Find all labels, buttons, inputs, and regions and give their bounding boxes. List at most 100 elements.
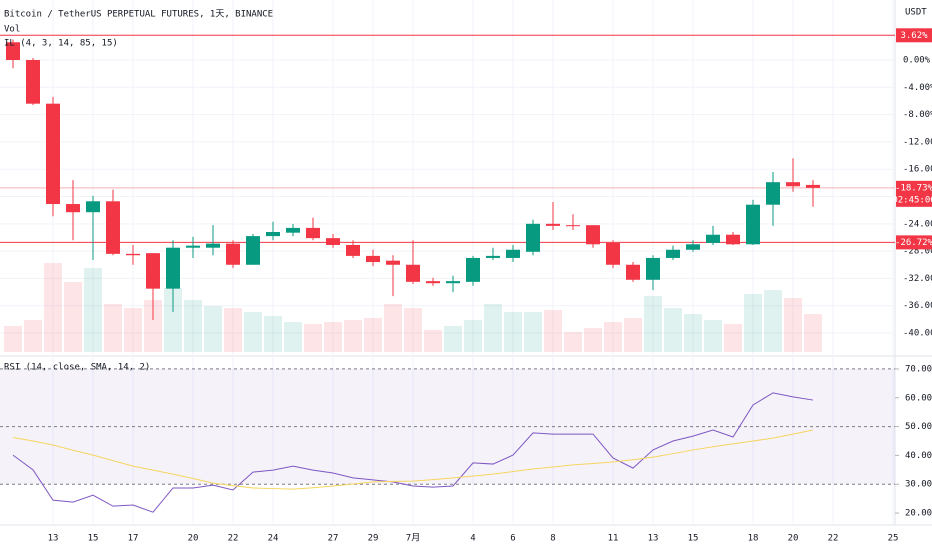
volume-bar [504, 312, 522, 352]
currency: USDT [905, 8, 927, 18]
x-tick-label: 6 [510, 534, 515, 544]
price-label: 3.62% [900, 31, 928, 41]
volume-bar [524, 312, 542, 352]
candle-body [46, 103, 60, 205]
volume-bar [624, 318, 642, 352]
candle-body [466, 257, 480, 282]
volume-bar [684, 314, 702, 352]
candle-body [446, 281, 460, 284]
volume-bar [224, 308, 242, 352]
x-tick-label: 11 [608, 534, 619, 544]
volume-bar [164, 288, 182, 352]
y-tick-label: -32.00% [903, 274, 932, 284]
volume-bar [364, 318, 382, 352]
x-tick-label: 4 [470, 534, 475, 544]
x-tick-label: 15 [88, 534, 99, 544]
volume-bar [64, 282, 82, 352]
countdown-label: 02:45:06 [892, 195, 932, 205]
x-tick-label: 17 [128, 534, 139, 544]
y-tick-label: -16.00% [903, 165, 932, 175]
candle-body [746, 204, 760, 245]
volume-bar [484, 304, 502, 352]
volume-bar [744, 294, 762, 352]
volume-bar [604, 322, 622, 352]
candle-body [566, 225, 580, 227]
y-tick-label: -24.00% [903, 219, 932, 229]
volume-bar [184, 300, 202, 352]
candle-body [726, 234, 740, 245]
x-tick-label: 22 [828, 534, 839, 544]
candle-body [666, 249, 680, 258]
y-tick-label: -36.00% [903, 301, 932, 311]
candle-body [186, 245, 200, 248]
y-tick-label: -40.00% [903, 329, 932, 339]
y-tick-label: -8.00% [903, 110, 932, 120]
volume-bar [284, 322, 302, 352]
volume-bar [644, 296, 662, 352]
volume-bar [144, 300, 162, 352]
volume-bar [344, 320, 362, 352]
candle-body [646, 257, 660, 280]
x-tick-label: 13 [48, 534, 59, 544]
candle-body [246, 236, 260, 265]
candle-body [286, 227, 300, 233]
volume-bar [84, 268, 102, 352]
y-tick-label: 70.00 [905, 364, 932, 374]
volume-bar [304, 324, 322, 352]
y-tick-label: 0.00% [903, 55, 931, 65]
candle-body [86, 201, 100, 213]
volume-bar [544, 310, 562, 352]
y-tick-label: 20.00 [905, 509, 932, 519]
candle-body [426, 281, 440, 284]
candle-body [226, 243, 240, 265]
candle-body [206, 243, 220, 248]
price-label: -26.72% [895, 238, 932, 248]
x-tick-label: 22 [228, 534, 239, 544]
candle-body [306, 227, 320, 239]
volume-bar [244, 312, 262, 352]
y-tick-label: 50.00 [905, 422, 932, 432]
x-tick-label: 7月 [406, 533, 420, 544]
volume-bar [324, 322, 342, 352]
candle-body [486, 255, 500, 258]
candle-body [166, 247, 180, 289]
volume-bar [764, 290, 782, 352]
volume-bar [384, 304, 402, 352]
candle-body [146, 253, 160, 289]
x-tick-label: 18 [748, 534, 759, 544]
volume-bar [104, 304, 122, 352]
x-tick-label: 25 [888, 534, 899, 544]
x-tick-label: 24 [268, 534, 279, 544]
volume-bar [464, 320, 482, 352]
volume-bar [264, 316, 282, 352]
candle-body [686, 244, 700, 250]
volume-bar [24, 320, 42, 352]
y-tick-label: -28.00% [903, 247, 932, 257]
candle-body [806, 184, 820, 188]
candle-body [786, 182, 800, 187]
y-tick-label: -4.00% [903, 83, 932, 93]
candle-body [366, 255, 380, 263]
volume-label: Vol [4, 25, 20, 35]
candle-body [626, 264, 640, 280]
candle-body [586, 225, 600, 245]
volume-bar [564, 332, 582, 352]
candle-body [706, 234, 720, 243]
volume-bar [704, 320, 722, 352]
volume-bar [44, 263, 62, 352]
candle-body [546, 223, 560, 226]
candle-body [406, 264, 420, 282]
candle-body [266, 232, 280, 237]
candle-body [346, 244, 360, 256]
volume-bar [404, 308, 422, 352]
volume-bar [4, 326, 22, 352]
indicator-label: IL (4, 3, 14, 85, 15) [4, 39, 118, 49]
y-tick-label: -12.00% [903, 137, 932, 147]
volume-bar [424, 330, 442, 352]
last-price-box [896, 180, 932, 207]
candle-body [606, 242, 620, 265]
y-tick-label: 60.00 [905, 393, 932, 403]
price-label-box [896, 28, 932, 43]
